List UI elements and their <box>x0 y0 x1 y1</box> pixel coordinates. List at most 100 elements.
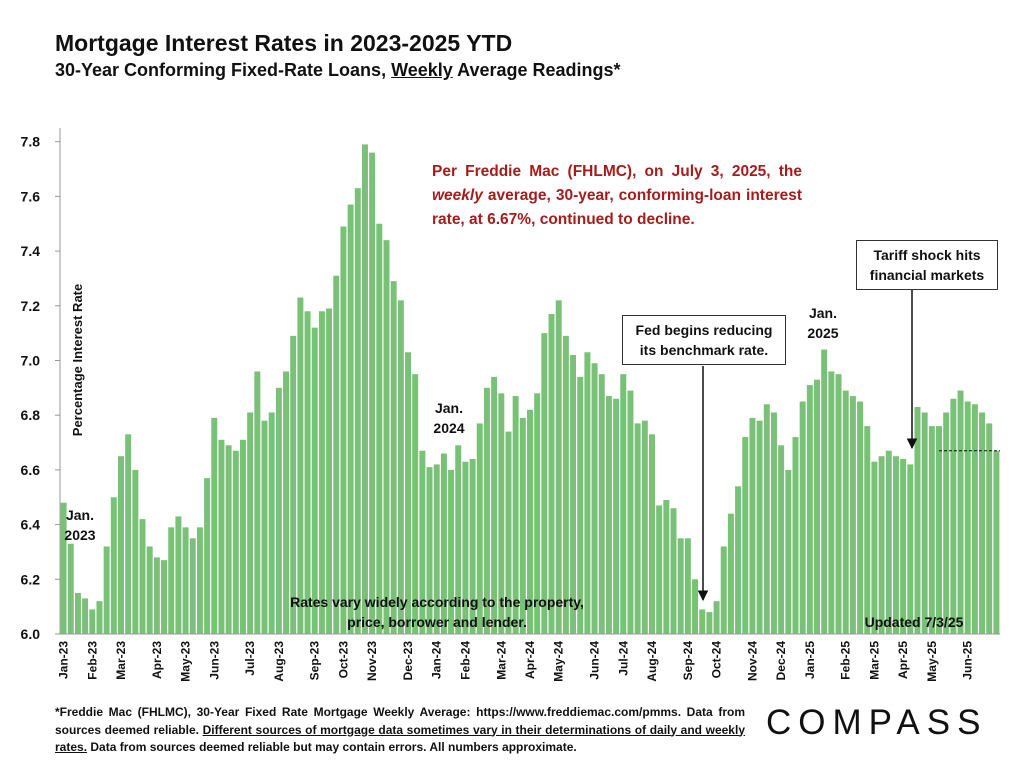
bar <box>333 275 340 634</box>
bar <box>153 557 160 634</box>
bar <box>498 393 505 634</box>
bar <box>591 363 598 634</box>
x-tick-label: Dec-23 <box>401 641 415 681</box>
x-tick-label: Aug-23 <box>272 641 286 682</box>
bar <box>491 376 498 634</box>
x-tick-label: May-24 <box>552 641 566 682</box>
bar <box>993 450 1000 634</box>
bar <box>620 374 627 634</box>
bar <box>74 592 81 634</box>
x-tick-label: Jun-24 <box>588 641 602 680</box>
annotation-line: 2024 <box>433 420 465 436</box>
bar <box>634 423 641 634</box>
bar <box>577 376 584 634</box>
bar <box>727 513 734 634</box>
bar <box>361 144 368 634</box>
bar <box>483 387 490 634</box>
annotation-line: Jan. <box>65 507 94 523</box>
bar <box>605 396 612 634</box>
bar <box>842 390 849 634</box>
bar <box>979 412 986 634</box>
y-tick-label: 7.6 <box>21 188 41 204</box>
bar <box>290 335 297 634</box>
annotation: Tariff shock hits financial markets <box>856 240 998 290</box>
chart-title: Mortgage Interest Rates in 2023-2025 YTD <box>55 30 513 56</box>
bar <box>562 335 569 634</box>
bar <box>89 609 96 634</box>
y-tick-label: 6.0 <box>21 626 41 642</box>
bar <box>60 502 67 634</box>
x-tick-label: Oct-24 <box>710 641 724 679</box>
x-tick-label: Mar-23 <box>114 641 128 680</box>
bar <box>196 527 203 634</box>
x-tick-label: Jul-23 <box>243 641 257 676</box>
bar <box>828 371 835 634</box>
bar <box>304 311 311 634</box>
bar <box>440 453 447 634</box>
bar <box>433 464 440 634</box>
text-segment: average, 30-year, conforming-loan intere… <box>432 187 802 228</box>
bar <box>261 420 268 634</box>
x-tick-label: Apr-23 <box>150 641 164 679</box>
bar <box>648 434 655 634</box>
y-tick-label: 6.6 <box>21 462 41 478</box>
x-tick-label: Feb-23 <box>85 641 99 680</box>
text-segment: 30-Year Conforming Fixed-Rate Loans, <box>55 60 392 80</box>
bar <box>383 240 390 634</box>
bar <box>211 417 218 634</box>
bar <box>189 538 196 634</box>
annotation-line: Rates vary widely according to the prope… <box>290 594 584 610</box>
bar <box>139 519 146 634</box>
y-tick-label: 6.8 <box>21 407 41 423</box>
bar <box>519 417 526 634</box>
x-tick-label: Apr-25 <box>896 641 910 679</box>
bar <box>534 393 541 634</box>
annotation-line: Jan. <box>434 400 463 416</box>
text-segment: weekly <box>432 187 483 204</box>
text-segment: Different sources of mortgage data somet… <box>55 722 745 755</box>
annotation: Rates vary widely according to the prope… <box>267 592 607 632</box>
bar <box>756 420 763 634</box>
bar <box>455 445 462 634</box>
text-segment: Weekly <box>391 60 453 80</box>
bar <box>907 464 914 634</box>
text-segment: *Freddie Mac (FHLMC), 30-Year Fixed Rate… <box>55 705 745 737</box>
bar <box>67 543 74 634</box>
x-tick-label: Apr-24 <box>523 641 537 679</box>
bar <box>96 601 103 634</box>
bar <box>598 374 605 634</box>
bar <box>677 538 684 634</box>
bar <box>146 546 153 634</box>
bar <box>749 417 756 634</box>
bar <box>663 499 670 634</box>
bar <box>878 456 885 634</box>
bar <box>225 445 232 634</box>
text-segment: Average Readings* <box>452 60 621 80</box>
annotation-line: 2025 <box>807 325 839 341</box>
y-tick-label: 7.2 <box>21 298 41 314</box>
bar <box>476 423 483 634</box>
bar <box>297 297 304 634</box>
footer: *Freddie Mac (FHLMC), 30-Year Fixed Rate… <box>55 704 745 757</box>
bar <box>871 461 878 634</box>
bar <box>670 508 677 634</box>
annotation-line: Fed begins reducing <box>635 322 773 338</box>
y-tick-label: 7.0 <box>21 352 41 368</box>
bar <box>806 385 813 634</box>
x-tick-label: Jan-25 <box>803 641 817 679</box>
bar <box>125 434 132 634</box>
x-tick-label: Dec-24 <box>774 641 788 681</box>
y-tick-label: 6.2 <box>21 571 41 587</box>
bar <box>849 396 856 634</box>
bar <box>426 467 433 634</box>
bar <box>936 426 942 634</box>
y-tick-label: 6.4 <box>21 517 41 533</box>
bar <box>247 412 254 634</box>
bar <box>914 406 921 634</box>
logo: COMPASS <box>766 703 988 742</box>
bar <box>283 371 290 634</box>
annotation-line: 2023 <box>64 527 96 543</box>
bar <box>132 469 139 634</box>
bar <box>584 352 591 634</box>
